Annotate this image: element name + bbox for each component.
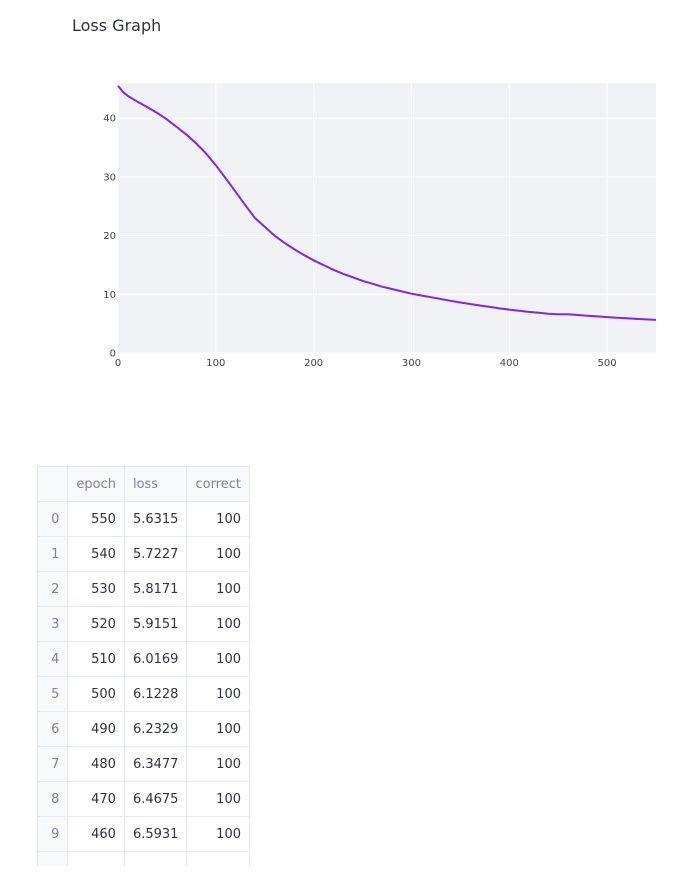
row-index-cell: 9 [38,816,69,852]
epoch-cell: 460 [67,816,125,852]
epoch-cell: 540 [67,536,125,572]
table-row[interactable]: 3 520 5.9151 100 [38,606,249,642]
epoch-cell: 490 [67,711,125,747]
table-row[interactable]: 6 490 6.2329 100 [38,711,249,747]
row-index-cell: 8 [38,781,69,817]
table-row[interactable]: 7 480 6.3477 100 [38,746,249,782]
y-tick-label: 20 [103,231,116,242]
table-row[interactable]: 5 500 6.1228 100 [38,676,249,712]
x-tick-label: 200 [304,358,323,369]
row-index-cell: 6 [38,711,69,747]
epoch-cell: 550 [67,501,125,537]
row-index-cell: 3 [38,606,69,642]
plot-area [118,83,656,353]
column-header-epoch[interactable]: epoch [67,466,125,502]
x-tick-label: 400 [500,358,519,369]
x-tick-label: 500 [598,358,617,369]
column-header-loss[interactable]: loss [124,466,188,502]
correct-cell: 100 [186,746,249,782]
loss-cell: 5.8171 [124,571,188,607]
loss-cell: 6.0169 [124,641,188,677]
table-row[interactable]: 9 460 6.5931 100 [38,816,249,852]
row-index-cell: 4 [38,641,69,677]
y-tick-label: 10 [103,290,116,301]
table-header-row: epoch loss correct [38,466,249,502]
correct-cell: 100 [186,781,249,817]
correct-cell: 100 [186,676,249,712]
y-tick-label: 40 [103,114,116,125]
table-row[interactable]: 8 470 6.4675 100 [38,781,249,817]
empty-cell [67,851,125,866]
epoch-cell: 500 [67,676,125,712]
epoch-cell: 510 [67,641,125,677]
correct-cell: 100 [186,501,249,537]
table-row[interactable]: 4 510 6.0169 100 [38,641,249,677]
table-row[interactable]: 0 550 5.6315 100 [38,501,249,537]
correct-cell: 100 [186,536,249,572]
epoch-cell: 470 [67,781,125,817]
table-row[interactable]: 2 530 5.8171 100 [38,571,249,607]
loss-series-line [117,85,657,321]
loss-line-chart[interactable]: 0 100 200 300 400 500 0 10 20 30 40 [0,0,697,400]
table-row [38,851,249,866]
epoch-cell: 530 [67,571,125,607]
x-tick-label: 0 [115,358,121,369]
data-table[interactable]: epoch loss correct 0 550 5.6315 100 1 540 5.72… [37,466,250,866]
y-tick-label: 0 [110,349,116,360]
row-index-cell: 7 [38,746,69,782]
loss-cell: 6.2329 [124,711,188,747]
y-tick-label: 30 [103,172,116,183]
correct-cell: 100 [186,641,249,677]
loss-cell: 6.5931 [124,816,188,852]
table-row[interactable]: 1 540 5.7227 100 [38,536,249,572]
correct-cell: 100 [186,711,249,747]
row-index-cell: 0 [38,501,69,537]
loss-cell: 6.1228 [124,676,188,712]
correct-cell: 100 [186,606,249,642]
empty-cell [124,851,188,866]
empty-cell [186,851,249,866]
loss-cell: 5.7227 [124,536,188,572]
correct-cell: 100 [186,571,249,607]
column-header-correct[interactable]: correct [186,466,249,502]
row-index-cell: 2 [38,571,69,607]
row-index-cell: 1 [38,536,69,572]
x-tick-label: 300 [402,358,421,369]
epoch-cell: 480 [67,746,125,782]
row-index-cell: 5 [38,676,69,712]
correct-cell: 100 [186,816,249,852]
loss-cell: 5.9151 [124,606,188,642]
loss-cell: 5.6315 [124,501,188,537]
loss-cell: 6.3477 [124,746,188,782]
x-tick-label: 100 [206,358,225,369]
loss-cell: 6.4675 [124,781,188,817]
index-header [38,466,69,502]
epoch-cell: 520 [67,606,125,642]
empty-cell [38,851,69,866]
page-title: Loss Graph [72,16,162,35]
